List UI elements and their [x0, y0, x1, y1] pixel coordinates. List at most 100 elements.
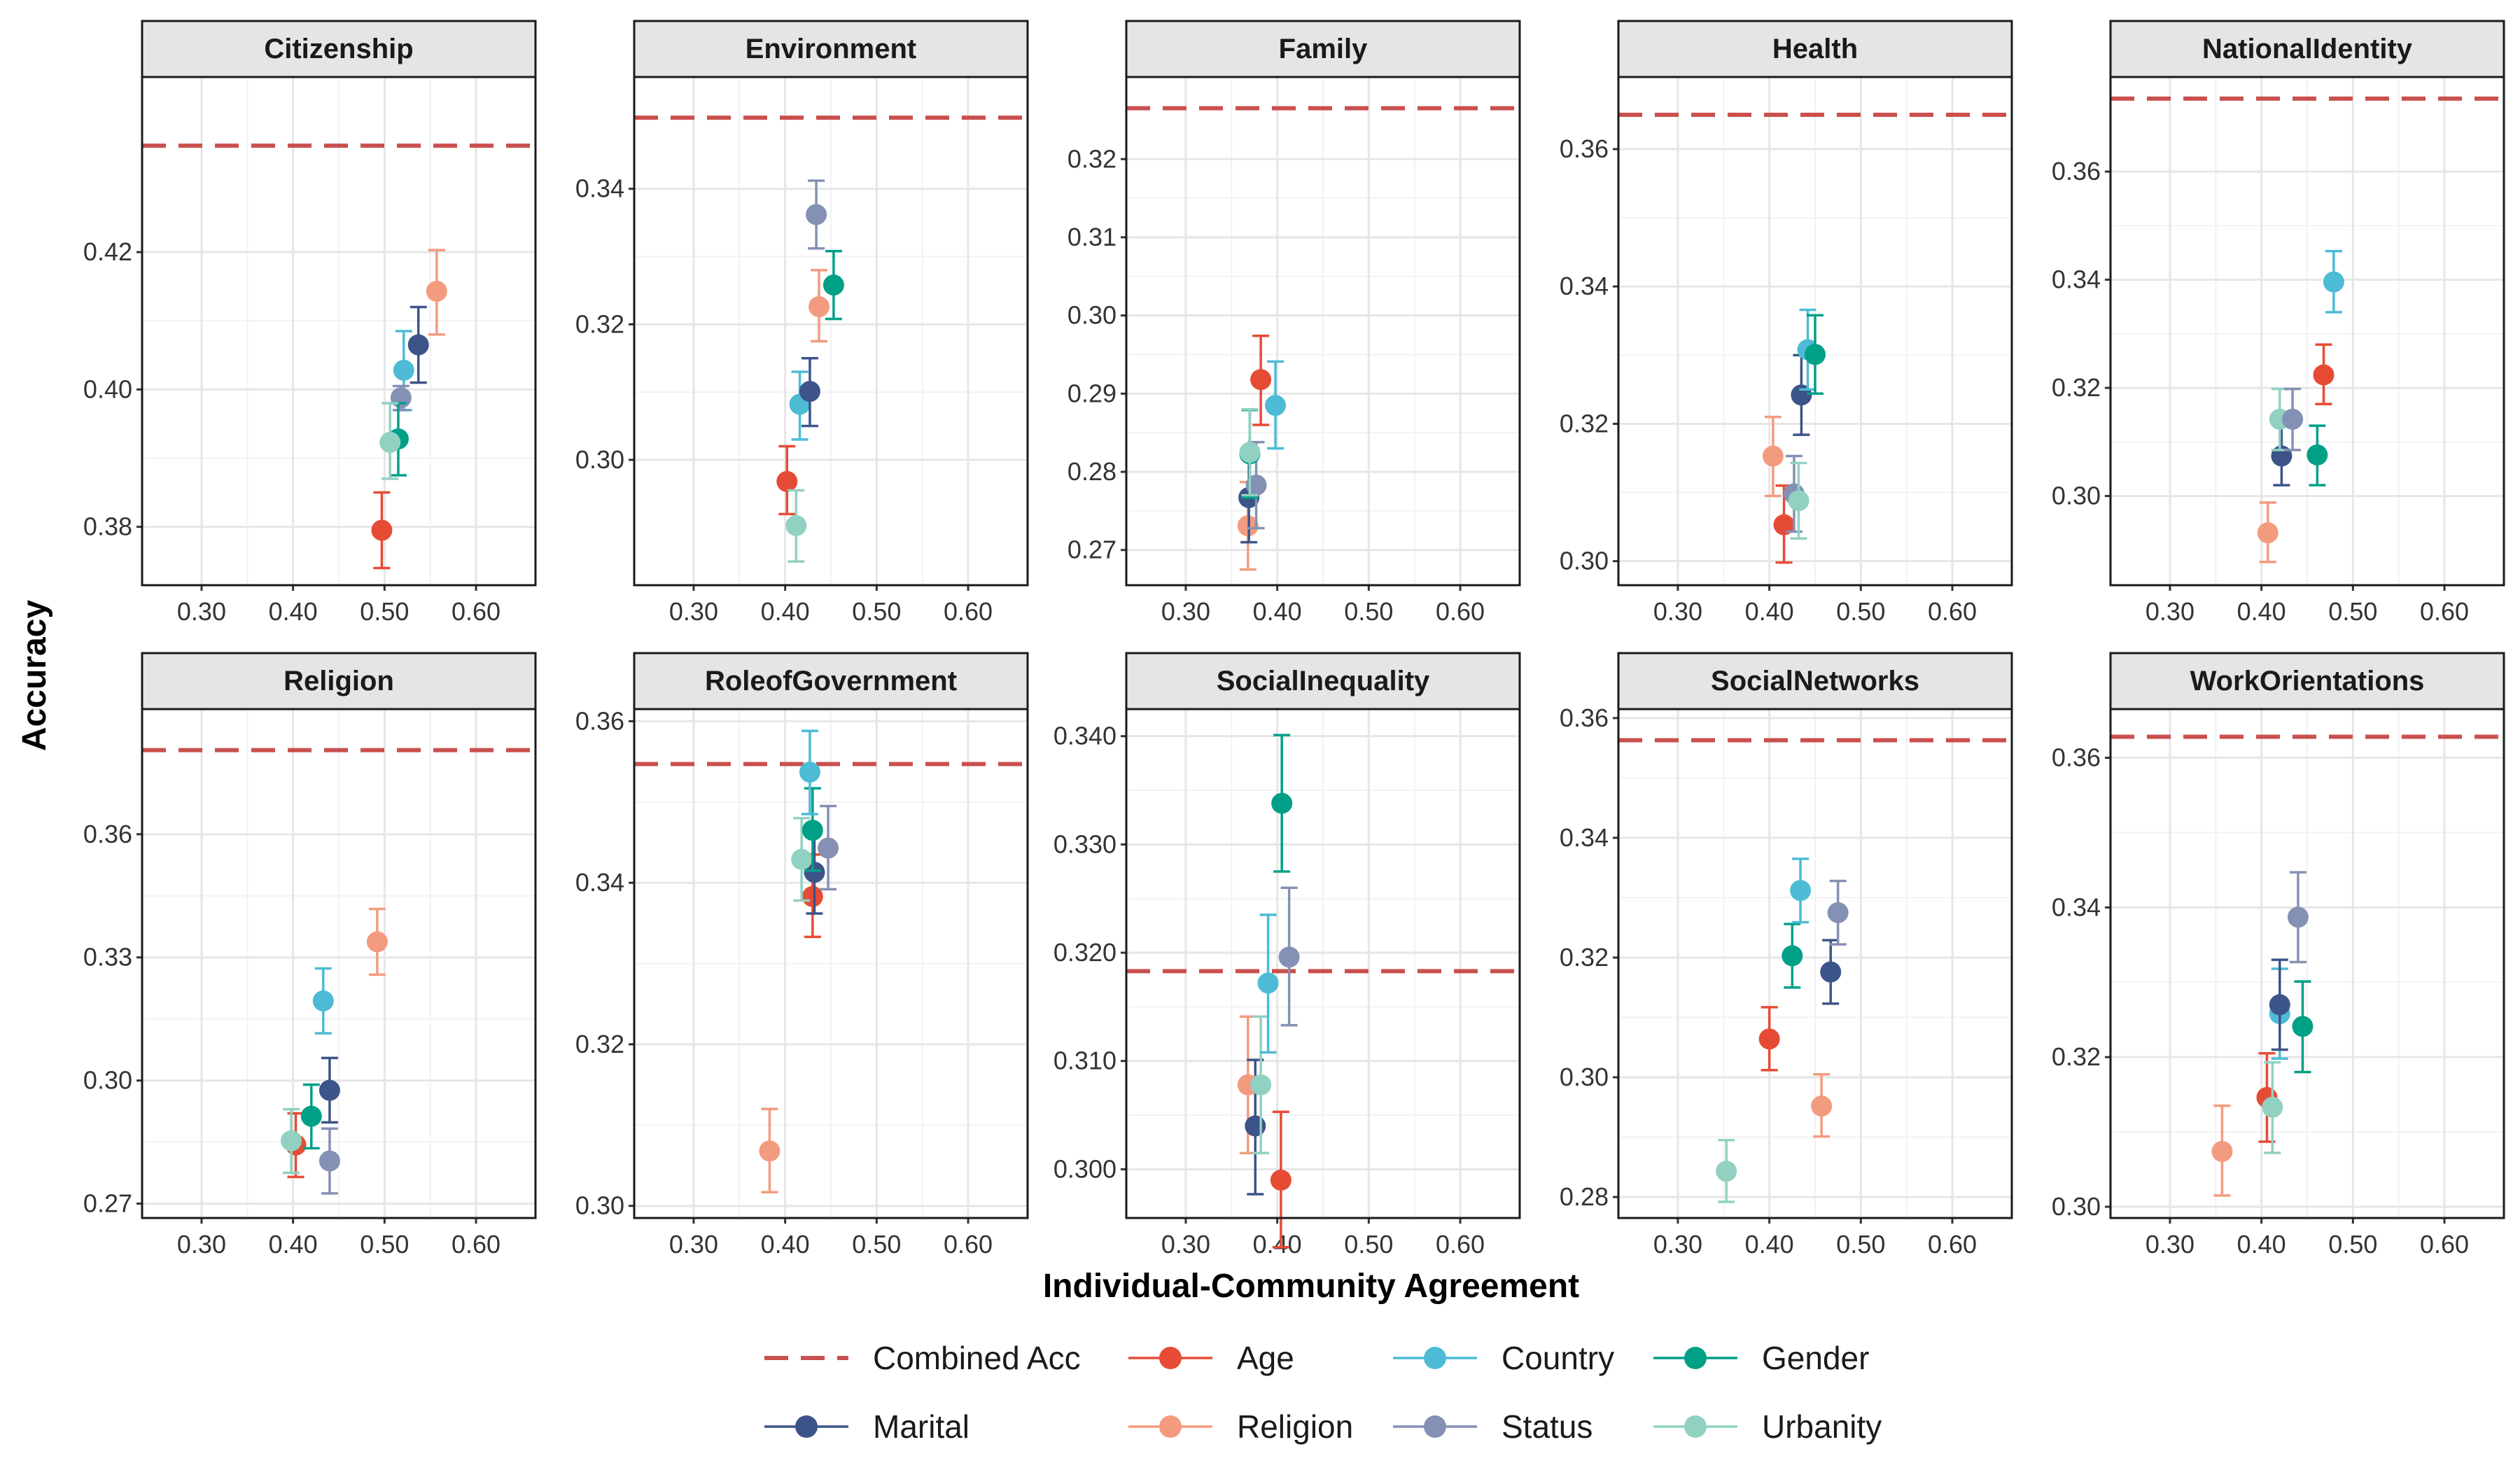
point-age: [1773, 514, 1795, 536]
y-tick-label: 0.36: [1560, 134, 1609, 163]
y-tick-label: 0.32: [1560, 943, 1609, 972]
point-gender: [1271, 792, 1293, 814]
x-tick-label: 0.50: [852, 597, 901, 626]
x-tick-label: 0.50: [2328, 597, 2377, 626]
x-tick-label: 0.50: [360, 1230, 409, 1259]
strip-title: Health: [1772, 34, 1858, 64]
legend-item-status: Status: [1393, 1408, 1592, 1445]
y-tick-label: 0.32: [2052, 373, 2101, 402]
x-tick-label: 0.40: [1745, 597, 1794, 626]
y-tick-label: 0.34: [2052, 892, 2101, 921]
point-marital: [2269, 994, 2290, 1016]
x-tick-label: 0.40: [1745, 1230, 1794, 1259]
legend-item-gender: Gender: [1653, 1340, 1869, 1376]
legend-key-point: [1424, 1347, 1446, 1369]
y-axis-title: Accuracy: [16, 600, 53, 751]
x-tick-label: 0.50: [1836, 1230, 1885, 1259]
y-tick-label: 0.320: [1054, 938, 1116, 967]
point-urbanity: [1250, 1074, 1272, 1096]
y-tick-label: 0.28: [1068, 457, 1116, 486]
point-marital: [799, 381, 820, 402]
strip-background: [1126, 21, 1520, 77]
y-tick-label: 0.28: [1560, 1182, 1609, 1211]
y-tick-label: 0.32: [575, 309, 624, 338]
legend-key-point: [1684, 1415, 1707, 1438]
strip-border: [1617, 652, 2013, 710]
y-tick-label: 0.32: [2052, 1042, 2101, 1071]
point-gender: [1782, 945, 1803, 967]
point-age: [776, 470, 798, 492]
point-status: [318, 1150, 340, 1172]
point-marital: [2271, 445, 2292, 467]
strip-background: [1618, 21, 2012, 77]
x-tick-label: 0.30: [177, 597, 226, 626]
legend-label: Status: [1502, 1408, 1592, 1445]
x-tick-label: 0.30: [1653, 597, 1702, 626]
strip-border: [1617, 20, 2013, 78]
legend-label: Marital: [873, 1408, 969, 1445]
point-urbanity: [2262, 1096, 2283, 1118]
point-status: [1278, 946, 1300, 968]
strip-background: [142, 21, 536, 77]
point-urbanity: [1716, 1161, 1737, 1182]
point-religion: [2257, 522, 2278, 544]
point-gender: [1805, 344, 1826, 365]
x-tick-label: 0.40: [761, 597, 810, 626]
y-tick-label: 0.34: [2052, 265, 2101, 294]
x-tick-label: 0.40: [761, 1230, 810, 1259]
y-tick-label: 0.30: [575, 445, 624, 474]
x-tick-label: 0.30: [1161, 1230, 1210, 1259]
strip-border: [141, 20, 537, 78]
panel-socialnetworks: SocialNetworks 0.30 0.40 0.50 0.60 0.28 0.30 0.…: [1560, 652, 2013, 1259]
x-tick-label: 0.40: [2237, 597, 2286, 626]
point-marital: [1245, 1115, 1266, 1137]
y-tick-label: 0.30: [1560, 1063, 1609, 1091]
legend-label: Combined Acc: [873, 1340, 1081, 1376]
strip-background: [1618, 653, 2012, 709]
strip-background: [1126, 653, 1520, 709]
strip-title: Environment: [746, 34, 916, 64]
point-country: [393, 359, 414, 381]
strip-background: [2110, 21, 2504, 77]
y-tick-label: 0.34: [1560, 272, 1609, 300]
strip-border: [2109, 652, 2505, 710]
strip-border: [1125, 20, 1521, 78]
legend-key-point: [1684, 1347, 1707, 1369]
point-gender: [822, 274, 844, 296]
y-tick-label: 0.36: [2052, 743, 2101, 771]
strip-background: [142, 653, 536, 709]
x-tick-label: 0.60: [451, 1230, 500, 1259]
strip-title: RoleofGovernment: [705, 666, 957, 696]
x-tick-label: 0.50: [852, 1230, 901, 1259]
legend-item-urbanity: Urbanity: [1653, 1408, 1882, 1445]
legend-label: Gender: [1762, 1340, 1869, 1376]
y-tick-label: 0.30: [1068, 301, 1116, 330]
point-age: [371, 519, 393, 541]
y-tick-label: 0.36: [575, 706, 624, 735]
strip-background: [2110, 653, 2504, 709]
y-tick-label: 0.36: [83, 820, 132, 848]
point-status: [2287, 906, 2309, 928]
point-gender: [2292, 1016, 2314, 1037]
x-tick-label: 0.30: [669, 597, 718, 626]
point-religion: [759, 1140, 780, 1162]
point-religion: [426, 281, 447, 302]
point-country: [312, 990, 334, 1011]
legend-label: Religion: [1237, 1408, 1353, 1445]
point-gender: [300, 1105, 322, 1127]
point-marital: [1820, 961, 1842, 983]
y-tick-label: 0.42: [83, 237, 132, 266]
point-urbanity: [1239, 442, 1261, 463]
x-tick-label: 0.60: [1436, 1230, 1485, 1259]
point-urbanity: [1788, 490, 1809, 512]
point-urbanity: [281, 1130, 302, 1152]
point-age: [1250, 369, 1272, 391]
x-tick-label: 0.50: [1836, 597, 1885, 626]
point-urbanity: [791, 848, 813, 870]
panels-group: Citizenship 0.30 0.40 0.50 0.60 0.38 0.40 0.42 E…: [83, 20, 2505, 1259]
y-tick-label: 0.30: [575, 1191, 624, 1220]
legend-key-point: [1159, 1347, 1182, 1369]
point-status: [390, 387, 412, 409]
panel-environment: Environment 0.30 0.40 0.50 0.60 0.30 0.32 0.34: [575, 20, 1029, 626]
legend-key-point: [795, 1415, 818, 1438]
